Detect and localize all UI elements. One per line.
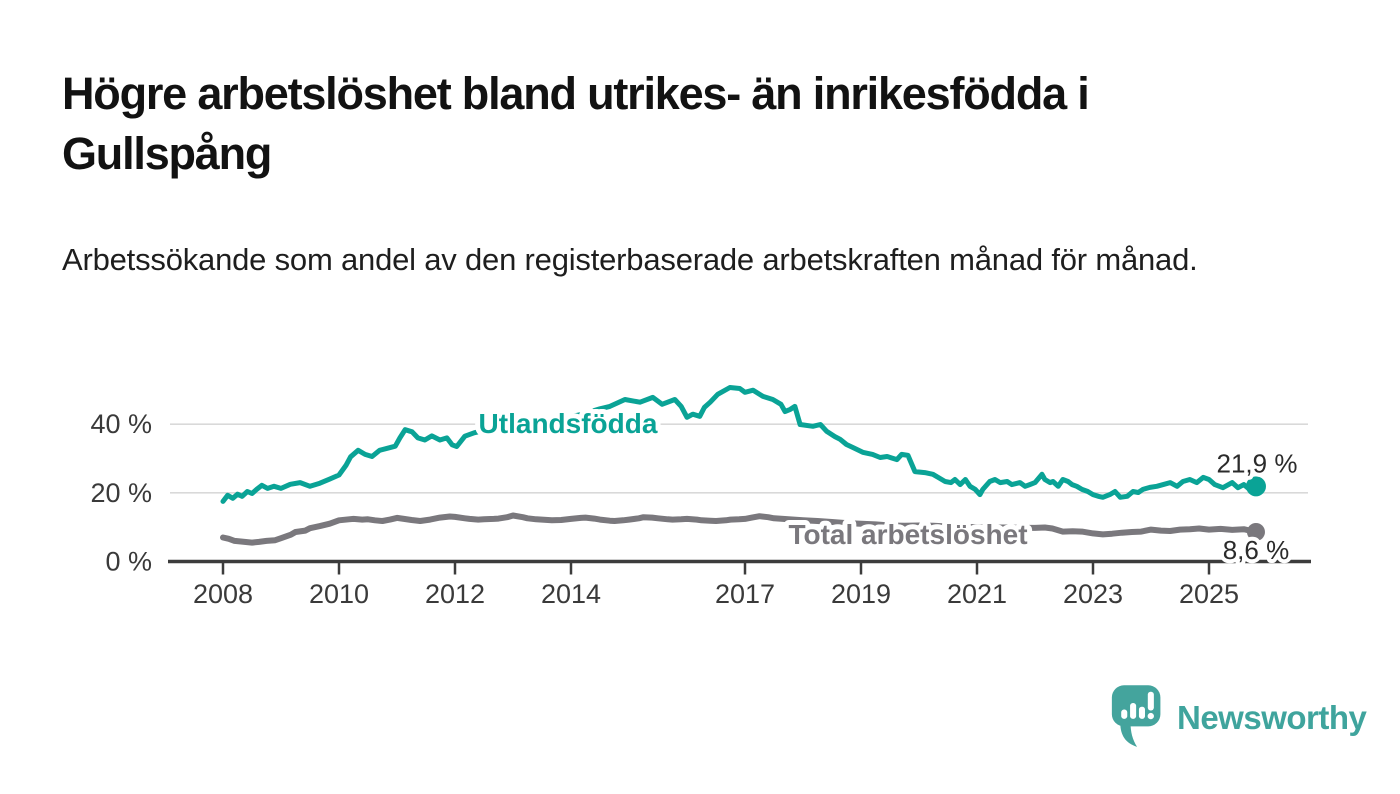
x-tick-label-2023: 2023 (1063, 579, 1123, 609)
newsworthy-logo: Newsworthy (1110, 682, 1367, 752)
x-tick-label-2010: 2010 (309, 579, 369, 609)
x-tick-label-2008: 2008 (193, 579, 253, 609)
chart-subtitle: Arbetssökande som andel av den registerb… (62, 242, 1198, 277)
x-tick-label-2021: 2021 (947, 579, 1007, 609)
y-tick-label-20: 20 % (90, 478, 152, 508)
x-tick-label-2019: 2019 (831, 579, 891, 609)
x-tick-label-2012: 2012 (425, 579, 485, 609)
series-end-value-total: 8,6 % (1223, 535, 1290, 565)
x-tick-label-2017: 2017 (715, 579, 775, 609)
bar-chart-speech-bubble-icon (1111, 685, 1161, 747)
y-tick-label-0: 0 % (105, 547, 152, 577)
series-end-value-utlandsfodda: 21,9 % (1217, 448, 1298, 478)
series-end-dot-utlandsfodda (1245, 476, 1266, 497)
y-tick-label-40: 40 % (90, 409, 152, 439)
newsworthy-wordmark: Newsworthy (1177, 698, 1367, 736)
series-end-dot-total (1246, 522, 1265, 541)
series-label-utlandsfodda: Utlandsfödda (479, 408, 658, 439)
x-tick-label-2014: 2014 (541, 579, 601, 609)
series-label-total: Total arbetslöshet (788, 519, 1027, 550)
series-line-utlandsfodda (220, 385, 1259, 504)
series-line-total (220, 512, 1259, 546)
page-title: Högre arbetslöshet bland utrikes- än inr… (62, 68, 1090, 179)
x-tick-label-2025: 2025 (1179, 579, 1239, 609)
